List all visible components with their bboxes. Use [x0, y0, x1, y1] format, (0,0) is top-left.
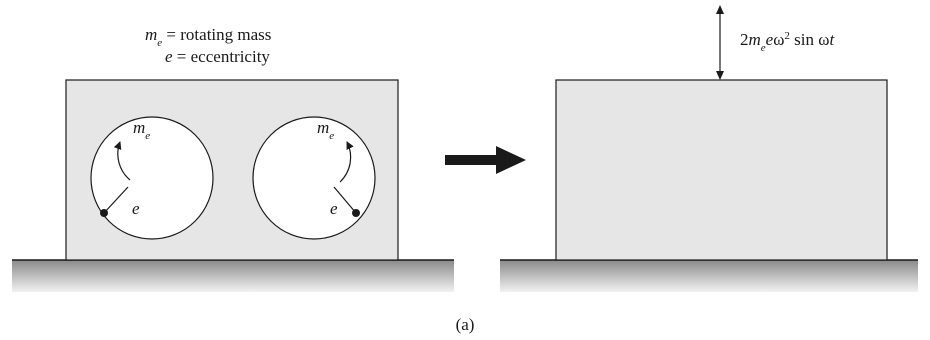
- force-arrow: [716, 5, 724, 80]
- rotor-left-eccentricity-label: e: [132, 199, 140, 218]
- rotor-left-circle: [90, 116, 214, 240]
- rotor-right-circle: [252, 116, 376, 240]
- rotor-right-mass-dot: [352, 209, 360, 217]
- rotor-left-mass-label: me: [133, 118, 150, 142]
- force-expression: 2meeω2 sin ωt: [740, 30, 835, 54]
- rotor-right-eccentricity-label: e: [330, 199, 338, 218]
- legend-eccentricity-definition: e = eccentricity: [165, 47, 270, 66]
- ground-left: [12, 260, 454, 292]
- figure-caption: (a): [456, 315, 475, 334]
- legend-mass-definition: me = rotating mass: [145, 25, 271, 49]
- equivalent-block: [555, 79, 888, 261]
- rotor-right: me e: [252, 116, 376, 240]
- rotor-left-rotation-arrow: [113, 141, 131, 181]
- transition-arrow: [445, 146, 526, 174]
- rotor-left: me e: [90, 116, 214, 240]
- rotor-right-eccentric-arm: [333, 186, 357, 214]
- rotor-right-mass-label: me: [317, 118, 334, 142]
- rotor-right-rotation-arrow: [339, 141, 354, 183]
- rotor-left-mass-dot: [100, 209, 108, 217]
- ground-right: [500, 260, 918, 292]
- rotor-left-eccentric-arm: [103, 186, 129, 214]
